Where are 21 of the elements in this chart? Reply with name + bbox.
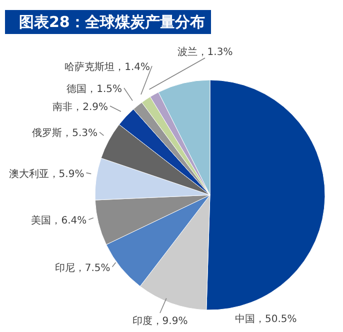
- data-label: ，7.5%: [74, 262, 110, 274]
- data-label: ，50.5%: [255, 314, 297, 325]
- data-label: ，9.9%: [152, 316, 188, 327]
- slice-label: 美国: [31, 214, 52, 227]
- data-label: ，1.3%: [197, 47, 233, 58]
- slice-label: 南非: [52, 101, 73, 113]
- slice-label: 印度: [132, 315, 152, 327]
- data-label: ，6.4%: [51, 216, 87, 227]
- slice-label: 澳大利亚: [8, 168, 49, 180]
- data-label: ，1.4%: [114, 62, 150, 73]
- chart-title: 图表28：全球煤炭产量分布: [5, 10, 211, 34]
- data-label: ，2.9%: [72, 102, 108, 113]
- data-label: ，1.5%: [86, 84, 122, 95]
- slice-label: 印尼: [54, 262, 75, 274]
- slice-label: 俄罗斯: [32, 127, 62, 140]
- data-label: ，5.9%: [48, 168, 84, 180]
- slice-label: 中国: [235, 313, 255, 325]
- slice-label: 哈萨克斯坦: [64, 61, 115, 73]
- data-label: ，5.3%: [62, 128, 98, 140]
- slice-label: 德国: [66, 84, 87, 95]
- slice-label: 波兰: [177, 46, 198, 58]
